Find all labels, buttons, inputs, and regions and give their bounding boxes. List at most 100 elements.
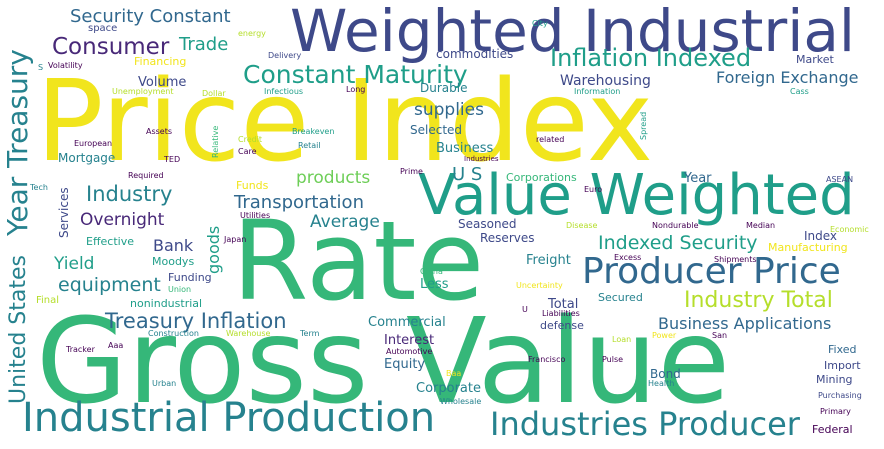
word-year-treasury: Year Treasury <box>1 49 34 236</box>
word-goods: goods <box>204 225 223 274</box>
word-european: European <box>74 139 113 148</box>
word-us: U S <box>452 164 483 185</box>
word-urban: Urban <box>152 379 177 388</box>
word-francisco: Francisco <box>528 355 566 364</box>
word-value-weighted: Value Weighted <box>418 163 855 228</box>
word-shipments: Shipments <box>714 255 757 264</box>
word-corporations: Corporations <box>506 171 577 184</box>
word-producer-price: Producer Price <box>582 251 841 292</box>
word-trade: Trade <box>179 34 229 55</box>
word-moodys: Moodys <box>152 255 195 268</box>
word-information: Information <box>574 87 621 96</box>
word-economic: Economic <box>830 225 869 234</box>
word-union: Union <box>168 285 192 294</box>
word-relative: Relative <box>211 125 220 158</box>
word-security-constant: Security Constant <box>70 6 231 27</box>
word-spread: Spread <box>639 111 648 140</box>
word-pulse: Pulse <box>602 355 624 364</box>
word-effective: Effective <box>86 235 134 248</box>
word-gross-value: Gross Value <box>36 292 731 430</box>
word-japan: Japan <box>224 235 247 244</box>
word-industries: Industries <box>464 155 499 163</box>
word-business: Business <box>436 141 494 156</box>
word-reserves: Reserves <box>480 231 535 245</box>
word-less: Less <box>420 277 449 292</box>
word-products: products <box>296 168 371 188</box>
word-prime: Prime <box>400 167 423 176</box>
word-foreign-exchange: Foreign Exchange <box>716 68 859 87</box>
word-nondurable: Nondurable <box>652 221 699 230</box>
word-purchasing: Purchasing <box>818 391 862 400</box>
word-assets: Assets <box>146 127 173 136</box>
word-warehousing: Warehousing <box>560 73 651 89</box>
word-breakeven: Breakeven <box>292 127 335 136</box>
word-retail: Retail <box>298 141 321 150</box>
word-business-applications: Business Applications <box>658 314 832 333</box>
word-warehouse: Warehouse <box>226 329 271 338</box>
word-yield: Yield <box>54 254 95 274</box>
word-import: Import <box>824 359 861 372</box>
word-mining: Mining <box>816 373 853 386</box>
word-utilities: Utilities <box>240 211 271 220</box>
word-financing: Financing <box>134 55 187 68</box>
word-supplies: supplies <box>414 100 484 120</box>
word-loan: Loan <box>612 335 632 344</box>
word-inflation-indexed: Inflation Indexed <box>550 44 752 72</box>
word-asean: ASEAN <box>826 175 854 184</box>
word-liabilities: Liabilities <box>542 309 580 318</box>
word-primary: Primary <box>820 407 851 416</box>
word-health: Health <box>648 379 675 388</box>
word-required: Required <box>128 171 164 180</box>
word-wholesale: Wholesale <box>440 397 482 406</box>
word-fixed: Fixed <box>828 343 857 356</box>
word-city: City <box>532 19 548 28</box>
word-federal: Federal <box>812 423 853 436</box>
word-san: San <box>712 331 728 340</box>
word-industry-total: Industry Total <box>684 288 833 313</box>
word-commodities: commodities <box>436 47 514 61</box>
word-price-index: Price Index <box>36 57 654 187</box>
word-treasury-inflation: Treasury Inflation <box>105 309 287 333</box>
word-average: Average <box>310 212 380 232</box>
word-power: Power <box>652 331 677 340</box>
word-cass: Cass <box>790 87 809 96</box>
word-space: space <box>88 23 118 34</box>
word-volume: Volume <box>138 75 187 90</box>
word-mortgage: Mortgage <box>58 151 116 165</box>
word-market: Market <box>796 53 834 66</box>
word-services: Services <box>57 187 71 238</box>
word-funds: Funds <box>236 179 269 192</box>
word-industry: Industry <box>86 182 173 206</box>
word-volatility: Volatility <box>48 61 83 70</box>
word-automotive: Automotive <box>386 347 433 356</box>
word-funding: Funding <box>168 271 212 284</box>
word-uncertainty: Uncertainty <box>516 281 563 290</box>
word-construction: Construction <box>148 329 199 338</box>
word-s: S <box>38 63 44 72</box>
word-china: China <box>420 267 443 276</box>
word-indexed-security: Indexed Security <box>598 232 758 254</box>
word-freight: Freight <box>526 253 571 268</box>
word-bank: Bank <box>153 236 194 255</box>
word-interest: Interest <box>384 333 435 348</box>
word-credit: Credit <box>238 135 263 144</box>
word-care: Care <box>238 147 257 156</box>
word-seasoned: Seasoned <box>458 217 517 231</box>
word-ted: TED <box>164 155 181 164</box>
word-industrial-production: Industrial Production <box>22 395 436 441</box>
word-baa: Baa <box>446 369 462 378</box>
word-constant-maturity: Constant Maturity <box>243 60 468 89</box>
word-dollar: Dollar <box>202 89 226 98</box>
word-tech: Tech <box>30 183 48 192</box>
word-tracker: Tracker <box>66 345 95 354</box>
word-aaa: Aaa <box>108 341 124 350</box>
word-term: Term <box>300 329 320 338</box>
word-disease: Disease <box>566 221 598 230</box>
word-related: related <box>536 135 565 144</box>
word-selected: Selected <box>410 123 463 137</box>
word-rate: Rate <box>232 197 485 325</box>
word-transportation: Transportation <box>234 192 364 213</box>
word-euro: Euro <box>584 185 603 194</box>
word-year: Year <box>684 171 712 186</box>
